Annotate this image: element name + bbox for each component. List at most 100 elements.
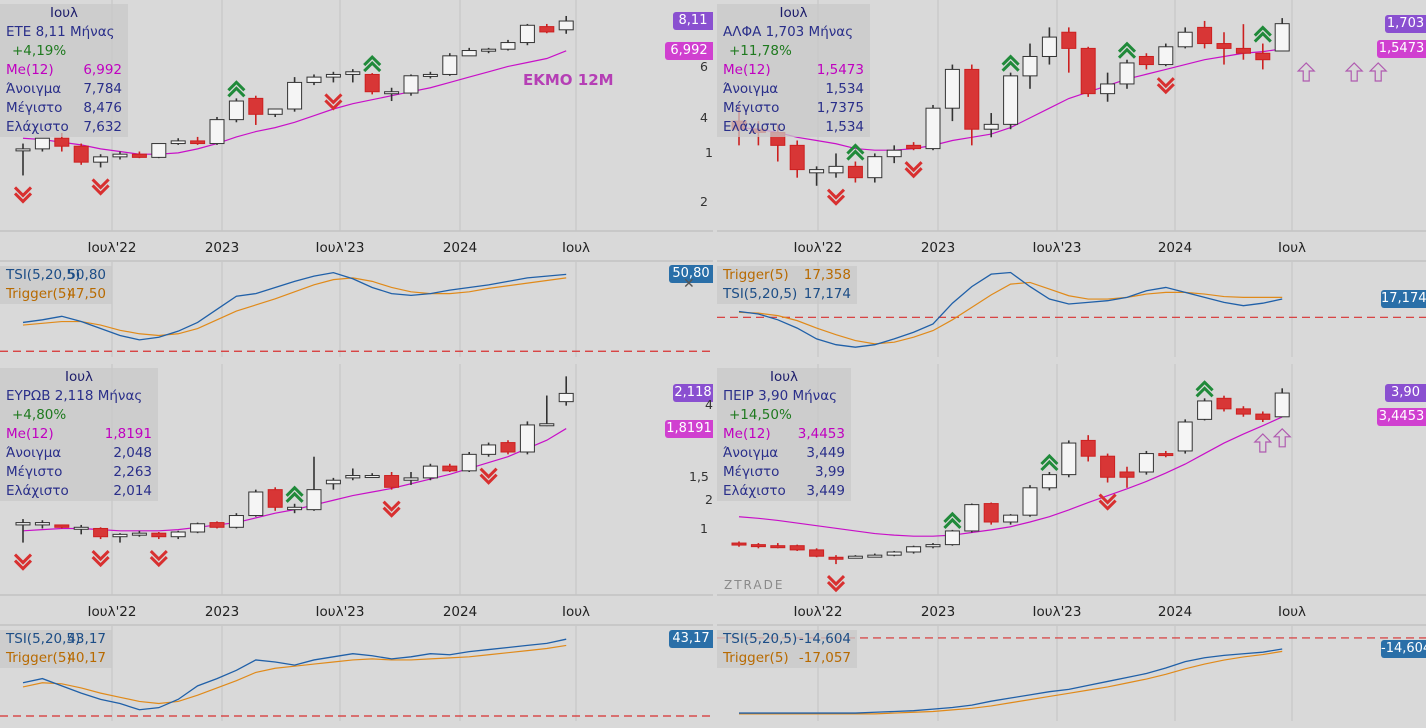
candle-body [1197, 400, 1213, 420]
info-value: 6,992 [83, 62, 122, 78]
candle [828, 153, 844, 178]
candle [403, 472, 419, 485]
symbol-row: ΠΕΙΡ 3,90 Μήνας [717, 387, 851, 406]
change-value: +14,50% [729, 407, 792, 423]
candle [809, 166, 825, 186]
candle-body [828, 165, 844, 174]
candle [1080, 46, 1096, 97]
candle [170, 138, 186, 145]
indicator-legend: Trigger(5) 17,358 TSI(5,20,5) 17,174 [717, 266, 857, 304]
candle-body [1177, 421, 1193, 452]
y-tick-label: 1,5 [689, 469, 709, 484]
candle [867, 153, 883, 183]
candle-body [1061, 31, 1077, 49]
candle-body [112, 153, 128, 158]
info-label: Me(12) [723, 426, 771, 442]
candle [1119, 59, 1135, 89]
candle-body [228, 100, 244, 121]
info-value: 1,8191 [104, 426, 152, 442]
candle [248, 489, 264, 517]
candle-body [867, 554, 883, 558]
candle [731, 541, 747, 547]
candle [1177, 419, 1193, 454]
candle-body [228, 515, 244, 528]
info-row: Άνοιγμα 3,449 [717, 444, 851, 463]
candle [384, 472, 400, 490]
info-value: 2,014 [113, 483, 152, 499]
candle [925, 104, 941, 151]
candle [345, 69, 361, 83]
x-tick-label: 2024 [442, 240, 478, 256]
candle [93, 154, 109, 168]
candle-body [906, 546, 922, 553]
change-value: +4,19% [12, 43, 67, 59]
info-value: 2,048 [113, 445, 152, 461]
candle [306, 456, 322, 511]
info-box: Ιουλ ΕΤΕ 8,11 Μήνας +4,19% Me(12) 6,992 Άνοιγ… [0, 4, 128, 137]
candle [190, 522, 206, 534]
info-header: Ιουλ [779, 5, 808, 21]
candle [539, 23, 555, 34]
sell-signal-icon [826, 188, 846, 206]
candle [983, 113, 999, 138]
candle-body [190, 523, 206, 533]
info-row: Άνοιγμα 7,784 [0, 80, 128, 99]
info-label: Ελάχιστο [723, 119, 786, 135]
candle-body [519, 24, 535, 44]
candle [906, 545, 922, 554]
change-row: +4,80% [0, 406, 158, 425]
indicator-row: TSI(5,20,5) 50,80 [0, 266, 112, 285]
candle [73, 524, 89, 535]
indicator-value: 50,80 [67, 267, 106, 283]
candle-body [248, 491, 264, 517]
info-header: Ιουλ [49, 5, 79, 21]
open-arrow-icon [1253, 433, 1273, 453]
candle-body [34, 137, 50, 150]
candle-body [422, 73, 438, 77]
trigger-line [738, 281, 1283, 345]
trigger-line [22, 644, 567, 705]
info-value: 7,784 [83, 81, 122, 97]
candle [1255, 43, 1271, 70]
candle-body [15, 522, 31, 526]
candle-body [886, 149, 902, 158]
candle-body [1216, 43, 1232, 49]
candle-body [1003, 75, 1019, 125]
candle [1100, 72, 1116, 102]
candle [54, 524, 70, 529]
candle-body [442, 55, 458, 75]
y-tick-label: 4 [700, 110, 708, 125]
info-value: 3,449 [806, 483, 845, 499]
symbol-label: ΕΥΡΩΒ 2,118 Μήνας [6, 388, 143, 404]
candle [364, 73, 380, 95]
x-tick-label: 2023 [920, 604, 956, 620]
candle-body [1158, 453, 1174, 457]
candle-body [54, 524, 70, 528]
candle-body [1100, 455, 1116, 478]
info-row: Μέγιστο 3,99 [717, 463, 851, 482]
candle [500, 440, 516, 455]
candle [886, 550, 902, 557]
candle [15, 143, 31, 176]
candle [228, 513, 244, 529]
trigger-line [739, 650, 1283, 715]
indicator-legend: TSI(5,20,5) 43,17 Trigger(5) 40,17 [0, 630, 112, 668]
candle-body [1022, 487, 1038, 516]
indicator-legend: TSI(5,20,5) 50,80 Trigger(5) 47,50 [0, 266, 112, 304]
candle-body [770, 545, 786, 549]
candle [1041, 27, 1057, 65]
close-icon[interactable]: ✕ [683, 276, 695, 292]
candle [1061, 440, 1077, 478]
buy-signal-icon [1195, 380, 1214, 398]
candle-body [1022, 55, 1038, 77]
candle [519, 421, 535, 455]
sell-signal-icon [149, 549, 168, 568]
candle-body [1100, 83, 1116, 95]
info-row: Me(12) 1,8191 [0, 425, 158, 444]
chart-panel-alpha: Ιουλ ΑΛΦΑ 1,703 Μήνας +11,78% Me(12) 1,5473 Ά… [705, 0, 1426, 362]
candle [151, 143, 167, 159]
candle-body [151, 532, 167, 538]
info-header: Ιουλ [64, 369, 94, 385]
candle-body [1138, 55, 1154, 66]
indicator-row: Trigger(5) 40,17 [0, 649, 112, 668]
